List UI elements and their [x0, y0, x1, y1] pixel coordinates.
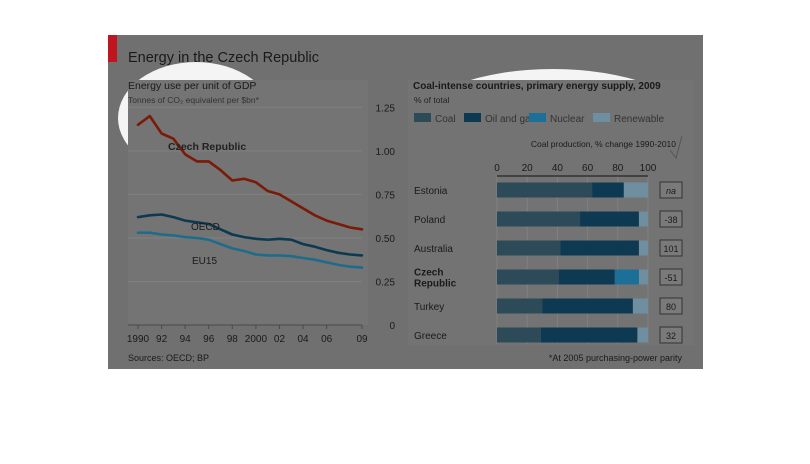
- bar-x-tick-label: 40: [552, 163, 564, 174]
- category-label-poland: Poland: [414, 215, 445, 226]
- series-label-eu15: EU15: [192, 256, 217, 267]
- bar-australia-coal: [497, 240, 561, 256]
- series-line-oecd: [136, 213, 364, 257]
- x-tick-label: 02: [274, 334, 286, 345]
- bar-x-tick-label: 20: [522, 163, 534, 174]
- side-value-box: [659, 239, 683, 257]
- legend-label-renewable: Renewable: [614, 114, 664, 125]
- side-value-box: [659, 210, 683, 228]
- side-value-turkey: 80: [666, 302, 676, 312]
- sources-note: Sources: OECD; BP: [128, 353, 209, 363]
- series-label-oecd: OECD: [191, 222, 220, 233]
- y-tick-label: 0.50: [376, 234, 396, 245]
- side-value-box: [659, 268, 683, 286]
- bar-estonia-oil-and-gas: [592, 182, 624, 198]
- category-label-czech-republic: Republic: [414, 279, 457, 290]
- side-value-box: [659, 297, 683, 315]
- x-tick-label: 96: [203, 334, 215, 345]
- line-chart-y-ticks: 0 0.25 0.50 0.75 1.00 1.25: [376, 103, 396, 332]
- footnote: *At 2005 purchasing-power parity: [549, 353, 683, 363]
- x-tick-label: 04: [297, 334, 309, 345]
- bar-chart-legend: Coal Oil and gas Nuclear Renewable: [414, 113, 664, 125]
- x-tick-label: 09: [356, 334, 368, 345]
- series-line-czech-republic: [136, 114, 364, 231]
- category-label-turkey: Turkey: [414, 302, 444, 313]
- side-value-greece: 32: [666, 331, 676, 341]
- y-tick-label: 0.25: [376, 277, 396, 288]
- figure-title: Energy in the Czech Republic: [128, 50, 319, 66]
- bar-czech-republic-nuclear: [614, 269, 639, 285]
- y-tick-label: 0.75: [376, 190, 396, 201]
- bar-chart: Coal-intense countries, primary energy s…: [408, 80, 694, 345]
- y-tick-label: 0: [389, 321, 395, 332]
- bar-turkey-coal: [497, 298, 543, 314]
- x-tick-label: 2000: [245, 334, 268, 345]
- legend-label-oil-and-gas: Oil and gas: [485, 114, 536, 125]
- legend-label-nuclear: Nuclear: [550, 114, 585, 125]
- bar-turkey-renewable: [632, 298, 648, 314]
- line-chart-series: [136, 114, 364, 269]
- legend-swatch-coal: [414, 113, 431, 122]
- legend-label-coal: Coal: [435, 114, 456, 125]
- bar-czech-republic-renewable: [638, 269, 648, 285]
- side-value-estonia: na: [666, 186, 676, 196]
- side-value-czech-republic: -51: [664, 273, 677, 283]
- category-label-australia: Australia: [414, 244, 453, 255]
- bar-estonia-coal: [497, 182, 593, 198]
- bar-greece-oil-and-gas: [540, 327, 638, 343]
- x-tick-label: 94: [180, 334, 192, 345]
- line-chart-plot-area: [128, 80, 368, 325]
- bar-x-tick-label: 0: [494, 163, 500, 174]
- bar-x-tick-label: 100: [640, 163, 657, 174]
- x-tick-label: 98: [227, 334, 239, 345]
- x-tick-label: 06: [321, 334, 333, 345]
- bar-chart-subtitle: % of total: [414, 95, 450, 105]
- bar-greece-coal: [497, 327, 541, 343]
- line-chart: Energy use per unit of GDP Tonnes of CO₂…: [127, 80, 396, 345]
- bar-greece-renewable: [637, 327, 648, 343]
- bar-australia-oil-and-gas: [560, 240, 639, 256]
- brand-red-tab: [108, 35, 117, 62]
- bar-chart-title: Coal-intense countries, primary energy s…: [413, 81, 661, 92]
- category-label-estonia: Estonia: [414, 186, 448, 197]
- side-value-box: [659, 326, 683, 344]
- bar-poland-oil-and-gas: [580, 211, 639, 227]
- bar-czech-republic-oil-and-gas: [558, 269, 615, 285]
- series-line-eu15: [136, 231, 364, 269]
- side-panel-label: Coal production, % change 1990-2010: [531, 139, 676, 149]
- legend-swatch-nuclear: [529, 113, 546, 122]
- side-panel-values: na -38 101 -51 80 32: [659, 181, 683, 344]
- y-tick-label: 1.25: [376, 103, 396, 114]
- side-value-australia: 101: [663, 244, 678, 254]
- x-tick-label: 92: [156, 334, 168, 345]
- bar-turkey-oil-and-gas: [542, 298, 633, 314]
- line-chart-x-ticks: 1990 92 94 96 98 2000 02 04 06 09: [127, 325, 368, 345]
- bar-australia-renewable: [638, 240, 648, 256]
- y-tick-label: 1.00: [376, 147, 396, 158]
- side-value-poland: -38: [664, 215, 677, 225]
- line-chart-title: Energy use per unit of GDP: [128, 80, 256, 92]
- category-label-czech-republic: Czech: [414, 268, 443, 279]
- bar-chart-bars: [497, 182, 648, 343]
- bar-czech-republic-coal: [497, 269, 559, 285]
- x-tick-label: 1990: [127, 334, 150, 345]
- side-panel-pointer: [669, 135, 683, 160]
- legend-swatch-renewable: [593, 113, 610, 122]
- bar-x-tick-label: 60: [582, 163, 594, 174]
- bar-poland-renewable: [638, 211, 648, 227]
- category-label-greece: Greece: [414, 331, 447, 342]
- line-chart-subtitle: Tonnes of CO₂ equivalent per $bn*: [128, 95, 260, 105]
- bar-estonia-renewable: [623, 182, 648, 198]
- series-label-czech-republic: Czech Republic: [168, 141, 246, 153]
- bar-x-tick-label: 80: [612, 163, 624, 174]
- bar-poland-coal: [497, 211, 581, 227]
- side-value-box: [659, 181, 683, 199]
- legend-swatch-oil-and-gas: [464, 113, 481, 122]
- bar-chart-x-axis: 0 20 40 60 80 100: [494, 163, 657, 344]
